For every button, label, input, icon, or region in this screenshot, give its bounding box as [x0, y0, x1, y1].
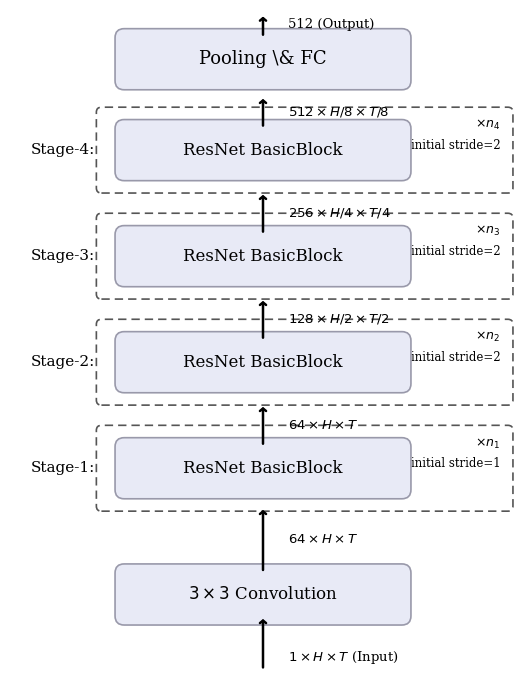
Text: $128 \times H/2 \times T/2$: $128 \times H/2 \times T/2$ [288, 313, 390, 326]
Text: $256 \times H/4 \times T/4$: $256 \times H/4 \times T/4$ [288, 207, 391, 220]
Text: Stage-1:: Stage-1: [31, 461, 95, 475]
Text: ResNet BasicBlock: ResNet BasicBlock [183, 248, 343, 265]
Text: initial stride=2: initial stride=2 [411, 351, 500, 364]
Text: $3 \times 3$ Convolution: $3 \times 3$ Convolution [188, 586, 338, 603]
Text: $\times n_3$: $\times n_3$ [475, 224, 500, 239]
Text: $64 \times H \times T$: $64 \times H \times T$ [288, 534, 359, 547]
Text: Stage-2:: Stage-2: [31, 355, 95, 369]
Text: $512 \times H/8 \times T/8$: $512 \times H/8 \times T/8$ [288, 105, 390, 119]
Text: $\times n_2$: $\times n_2$ [476, 330, 500, 345]
Text: 512 (Output): 512 (Output) [288, 18, 375, 31]
FancyBboxPatch shape [115, 29, 411, 90]
Text: ResNet BasicBlock: ResNet BasicBlock [183, 460, 343, 477]
Text: Pooling \& FC: Pooling \& FC [199, 50, 327, 68]
Text: $\times n_4$: $\times n_4$ [475, 118, 500, 133]
FancyBboxPatch shape [115, 438, 411, 499]
Text: initial stride=2: initial stride=2 [411, 138, 500, 151]
Text: $64 \times H \times T$: $64 \times H \times T$ [288, 419, 359, 432]
FancyBboxPatch shape [115, 332, 411, 393]
FancyBboxPatch shape [115, 564, 411, 625]
Text: $1 \times H \times T$ (Input): $1 \times H \times T$ (Input) [288, 649, 399, 666]
Text: ResNet BasicBlock: ResNet BasicBlock [183, 142, 343, 159]
FancyBboxPatch shape [115, 120, 411, 181]
Text: initial stride=1: initial stride=1 [411, 457, 500, 470]
Text: ResNet BasicBlock: ResNet BasicBlock [183, 354, 343, 371]
Text: $\times n_1$: $\times n_1$ [475, 436, 500, 451]
FancyBboxPatch shape [115, 226, 411, 287]
Text: Stage-4:: Stage-4: [31, 143, 95, 157]
Text: Stage-3:: Stage-3: [31, 249, 95, 263]
Text: initial stride=2: initial stride=2 [411, 245, 500, 258]
